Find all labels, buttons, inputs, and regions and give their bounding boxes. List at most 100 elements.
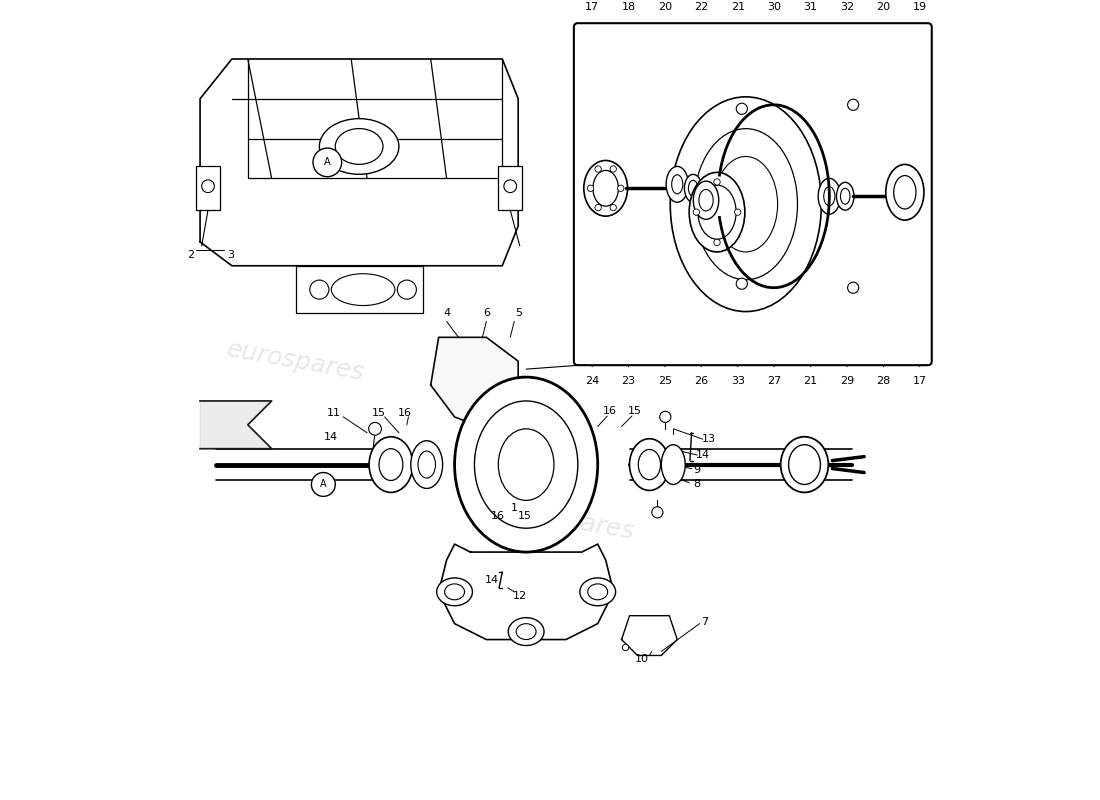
Text: 29: 29 <box>840 376 854 386</box>
Text: 8: 8 <box>694 479 701 490</box>
Ellipse shape <box>508 618 544 646</box>
Text: 30: 30 <box>767 2 781 12</box>
Ellipse shape <box>379 449 403 481</box>
Ellipse shape <box>638 450 660 480</box>
Ellipse shape <box>474 401 578 528</box>
Ellipse shape <box>689 180 697 196</box>
Circle shape <box>610 205 616 210</box>
Circle shape <box>735 209 741 215</box>
Text: 4: 4 <box>443 309 450 318</box>
Bar <box>296 266 422 314</box>
Text: 1: 1 <box>510 503 518 514</box>
Text: A: A <box>320 479 327 490</box>
Text: 6: 6 <box>483 309 490 318</box>
Circle shape <box>314 148 342 177</box>
Circle shape <box>736 278 747 290</box>
Circle shape <box>499 414 513 427</box>
Text: 22: 22 <box>694 2 708 12</box>
Text: 17: 17 <box>913 376 927 386</box>
Text: 18: 18 <box>621 2 636 12</box>
Polygon shape <box>200 401 272 449</box>
Text: 31: 31 <box>804 2 817 12</box>
Ellipse shape <box>584 161 627 216</box>
Circle shape <box>595 166 602 172</box>
Text: A: A <box>324 158 331 167</box>
Ellipse shape <box>836 182 854 210</box>
Ellipse shape <box>593 170 618 206</box>
Polygon shape <box>431 338 518 433</box>
Text: 12: 12 <box>513 591 527 601</box>
Text: 27: 27 <box>767 376 781 386</box>
Text: 23: 23 <box>621 376 636 386</box>
Circle shape <box>397 280 417 299</box>
Text: 17: 17 <box>585 2 600 12</box>
Circle shape <box>610 166 616 172</box>
Ellipse shape <box>498 429 554 500</box>
Text: 15: 15 <box>372 408 386 418</box>
Text: 16: 16 <box>492 511 505 522</box>
Ellipse shape <box>444 584 464 600</box>
Text: 16: 16 <box>398 408 412 418</box>
Text: 21: 21 <box>803 376 817 386</box>
Ellipse shape <box>781 437 828 493</box>
Ellipse shape <box>684 174 702 202</box>
Text: 14: 14 <box>485 575 499 585</box>
Circle shape <box>714 239 720 246</box>
Circle shape <box>736 103 747 114</box>
Circle shape <box>652 506 663 518</box>
Text: 19: 19 <box>913 2 927 12</box>
Circle shape <box>848 99 859 110</box>
Circle shape <box>504 180 517 193</box>
Circle shape <box>587 185 594 191</box>
Circle shape <box>201 180 214 193</box>
Ellipse shape <box>410 441 442 489</box>
Circle shape <box>693 209 700 215</box>
Ellipse shape <box>697 185 736 239</box>
Ellipse shape <box>886 165 924 220</box>
Ellipse shape <box>629 438 669 490</box>
Ellipse shape <box>789 445 821 485</box>
Text: 20: 20 <box>877 2 891 12</box>
Ellipse shape <box>818 178 840 214</box>
Text: 14: 14 <box>695 450 710 460</box>
Text: 14: 14 <box>324 432 339 442</box>
Circle shape <box>503 418 509 424</box>
Text: 20: 20 <box>658 2 672 12</box>
Ellipse shape <box>667 166 689 202</box>
Ellipse shape <box>370 437 412 493</box>
Ellipse shape <box>580 578 616 606</box>
Text: 3: 3 <box>227 250 234 261</box>
Circle shape <box>623 644 629 650</box>
Ellipse shape <box>694 129 798 280</box>
Text: 21: 21 <box>730 2 745 12</box>
Text: 25: 25 <box>658 376 672 386</box>
Ellipse shape <box>690 172 745 252</box>
Circle shape <box>848 282 859 294</box>
Text: 32: 32 <box>840 2 854 12</box>
Text: 11: 11 <box>327 408 341 418</box>
Ellipse shape <box>437 578 473 606</box>
Ellipse shape <box>693 181 718 219</box>
Text: 15: 15 <box>518 511 531 522</box>
Ellipse shape <box>893 175 916 209</box>
FancyBboxPatch shape <box>574 23 932 365</box>
Text: eurospares: eurospares <box>495 496 637 544</box>
Ellipse shape <box>454 377 597 552</box>
Ellipse shape <box>672 174 683 194</box>
Circle shape <box>617 185 624 191</box>
Text: eurospares: eurospares <box>224 338 366 385</box>
Ellipse shape <box>516 624 536 639</box>
Ellipse shape <box>840 188 850 204</box>
Ellipse shape <box>714 157 778 252</box>
Ellipse shape <box>824 186 835 206</box>
Bar <box>196 166 220 210</box>
Text: 2: 2 <box>187 250 194 261</box>
Circle shape <box>368 422 382 435</box>
Ellipse shape <box>587 584 607 600</box>
Ellipse shape <box>670 97 822 311</box>
Ellipse shape <box>661 445 685 485</box>
Circle shape <box>310 280 329 299</box>
Text: 10: 10 <box>635 654 649 665</box>
Ellipse shape <box>319 118 399 174</box>
Text: eurospares: eurospares <box>654 194 795 242</box>
